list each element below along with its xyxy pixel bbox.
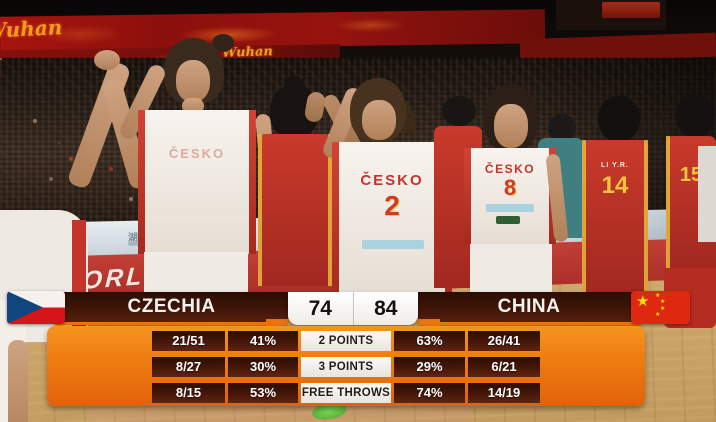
player-czech-8: ČESKO 8 [462, 84, 569, 294]
away-team-bar: CHINA [418, 292, 640, 325]
score-box: 74 84 [288, 292, 418, 325]
stat-label: 2 POINTS [301, 331, 391, 351]
face [362, 100, 396, 140]
china-flag-star: ★ [655, 293, 661, 299]
crowd-speckle-texture [0, 58, 2, 60]
jersey-number: 15 [679, 164, 703, 186]
hair-bun [212, 34, 234, 52]
stat-away-made: 14/19 [468, 383, 540, 403]
china-flag-star: ★ [655, 312, 661, 318]
jersey-team-label: ČESKO [484, 162, 536, 176]
high-five-hand [303, 90, 327, 124]
hair [598, 96, 640, 142]
away-team-name: CHINA [497, 296, 561, 317]
stat-label: FREE THROWS [301, 383, 391, 403]
jersey-red-trim [464, 148, 471, 244]
china-flag-star: ★ [636, 293, 650, 310]
jersey-red-trim [332, 142, 339, 296]
stat-home-made: 21/51 [152, 331, 225, 351]
czech-jersey: ČESKO 8 [464, 148, 556, 244]
score-box-orange-curve [266, 319, 290, 327]
hair [548, 114, 576, 142]
background-person [698, 146, 716, 242]
player-china-14: LI Y.R. 14 [580, 96, 652, 296]
jersey-green-patch [496, 216, 520, 224]
away-score: 84 [352, 292, 419, 325]
home-score: 74 [308, 297, 332, 320]
jersey-yellow-trim [582, 140, 586, 296]
jersey-red-trim [138, 110, 145, 254]
leg [8, 340, 28, 422]
jersey-yellow-trim [666, 136, 670, 268]
stat-home-made: 8/15 [152, 383, 225, 403]
stats-panel: 21/51 41% 2 POINTS 63% 26/41 8/27 30% 3 … [47, 326, 645, 406]
stat-home-pct: 30% [228, 357, 298, 377]
player-china-back [254, 76, 365, 292]
stat-row-2-points: 21/51 41% 2 POINTS 63% 26/41 [152, 331, 542, 351]
high-five-hands [94, 50, 120, 70]
white-shorts [470, 244, 552, 294]
hair [442, 96, 476, 126]
stat-away-pct: 29% [394, 357, 465, 377]
jersey-red-trim [249, 110, 256, 254]
jersey-yellow-trim [328, 134, 332, 286]
jersey-team-label: ČESKO [168, 146, 226, 161]
jersey-sponsor-blur [486, 204, 534, 212]
score-box-orange-curve [416, 319, 440, 327]
stat-home-made: 8/27 [152, 357, 225, 377]
china-flag-star: ★ [660, 306, 666, 312]
china-jersey: LI Y.R. 14 [582, 140, 648, 296]
hair [676, 94, 714, 138]
score-stats-overlay: CZECHIA CHINA 74 84 ★ ★ ★ ★ ★ 21/51 41% … [0, 289, 716, 422]
stat-home-pct: 53% [228, 383, 298, 403]
home-team-bar: CZECHIA [55, 292, 288, 325]
czech-flag-triangle [7, 291, 43, 324]
china-flag-star: ★ [660, 299, 666, 305]
stat-home-pct: 41% [228, 331, 298, 351]
stat-label: 3 POINTS [301, 357, 391, 377]
china-flag: ★ ★ ★ ★ ★ [631, 291, 690, 324]
jersey-number: 14 [601, 172, 629, 199]
jersey-number: 8 [503, 175, 517, 200]
jersey-player-name: LI Y.R. [601, 162, 629, 169]
face [494, 104, 528, 148]
jumbotron-screen [556, 0, 666, 30]
face [176, 60, 210, 102]
czech-jersey: ČESKO [138, 110, 256, 254]
stat-away-made: 26/41 [468, 331, 540, 351]
jumbotron-glow [602, 2, 660, 18]
stat-row-3-points: 8/27 30% 3 POINTS 29% 6/21 [152, 357, 542, 377]
jersey-sponsor-blur [362, 240, 424, 249]
stat-away-made: 6/21 [468, 357, 540, 377]
jersey-number: 2 [384, 190, 400, 221]
czech-flag [7, 291, 65, 324]
china-jersey [258, 134, 332, 286]
white-shorts [144, 252, 248, 294]
stat-away-pct: 63% [394, 331, 465, 351]
jersey-yellow-trim [258, 134, 262, 286]
jersey-team-label: ČESKO [360, 172, 424, 189]
wuhan-script-text: Wuhan [0, 14, 63, 44]
stat-row-free-throws: 8/15 53% FREE THROWS 74% 14/19 [152, 383, 542, 403]
jersey-yellow-trim [644, 140, 648, 296]
home-team-name: CZECHIA [127, 296, 216, 317]
stat-away-pct: 74% [394, 383, 465, 403]
player-czech-tall: ČESKO [117, 34, 278, 294]
floor-reflection [90, 406, 470, 422]
